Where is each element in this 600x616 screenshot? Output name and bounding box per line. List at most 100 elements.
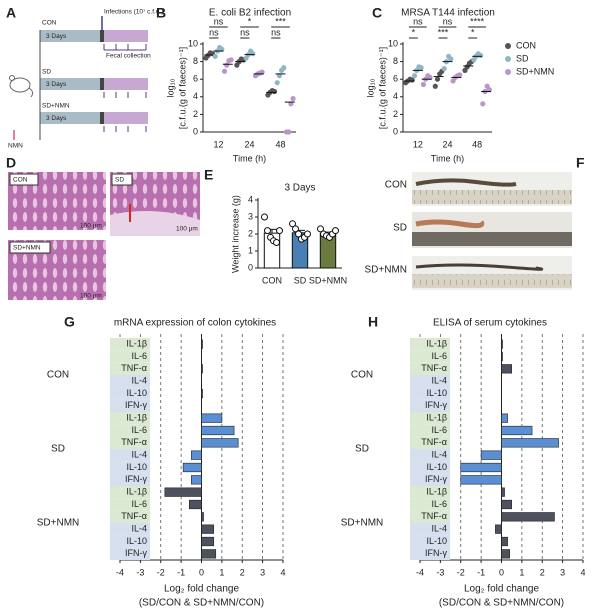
photo — [415, 178, 517, 187]
bar — [495, 524, 502, 534]
category-label: IL-10 — [126, 462, 147, 472]
label-box — [110, 424, 150, 437]
data-point — [286, 129, 292, 135]
panel-letter: E — [204, 167, 213, 183]
label-box — [410, 387, 450, 400]
label-box — [410, 449, 450, 462]
chart-title: E. coli B2 infection — [209, 8, 291, 19]
bar — [201, 388, 203, 399]
collection-ticks — [103, 126, 147, 132]
significance-label: ns — [443, 16, 453, 26]
category-label: IL-10 — [126, 388, 147, 398]
label-box — [410, 412, 450, 425]
x-tick-label: 12 — [413, 139, 423, 149]
bar — [188, 499, 202, 510]
bar — [501, 413, 508, 423]
data-point — [264, 227, 271, 235]
bar — [501, 425, 533, 436]
scale-bar: 100 μm — [80, 223, 102, 230]
group-label: SD+NMN — [341, 518, 384, 529]
category-label: IFN-γ — [125, 400, 147, 410]
label-box — [110, 547, 150, 560]
bar — [164, 487, 202, 497]
label-box — [410, 523, 450, 536]
data-point — [411, 73, 418, 79]
data-point — [441, 66, 447, 72]
label-box — [410, 350, 450, 363]
bar — [501, 499, 512, 510]
data-point — [332, 227, 339, 235]
significance-label: * — [471, 27, 475, 37]
bar — [460, 462, 502, 473]
data-point — [480, 101, 486, 107]
category-label: IL-4 — [431, 450, 447, 460]
significance-label: * — [248, 16, 252, 26]
timeline — [104, 30, 148, 42]
data-point — [228, 57, 234, 63]
category-label: IL-10 — [426, 462, 447, 472]
category-label: IL-1β — [126, 339, 147, 349]
x-axis-label: (SD/CON & SD+NMN/CON) — [439, 598, 564, 609]
photo-label: CON — [385, 180, 407, 191]
x-tick-label: -3 — [436, 567, 444, 577]
bar — [480, 450, 502, 460]
significance-label: ns — [209, 27, 219, 37]
bar — [201, 549, 217, 559]
label-box — [110, 350, 150, 363]
significance-label: *** — [275, 16, 286, 26]
data-point — [271, 88, 278, 95]
y-tick-label: 10 — [188, 38, 198, 48]
label-box — [410, 486, 450, 499]
legend-label: CON — [516, 40, 536, 50]
y-tick-label: 0 — [248, 262, 253, 272]
data-point — [212, 53, 218, 59]
y-tick-label: 6 — [193, 74, 198, 84]
x-axis-label: Time (h) — [431, 153, 464, 163]
data-point — [261, 213, 268, 221]
legend-marker — [505, 56, 511, 62]
label-box — [110, 436, 150, 449]
y-tick-label: 2 — [248, 228, 253, 238]
y-axis-label: log₁₀ — [365, 78, 375, 97]
label-box — [110, 473, 150, 486]
category-label: IFN-γ — [425, 474, 447, 484]
histology-image — [110, 211, 200, 236]
label-box — [410, 424, 450, 437]
y-tick-label: 3 — [248, 211, 253, 221]
mouse-icon — [9, 75, 34, 98]
panel-letter: F — [576, 155, 585, 171]
label-box — [410, 338, 450, 351]
category-label: IFN-γ — [125, 548, 147, 558]
label-box — [410, 436, 450, 449]
x-tick-label: SD — [294, 275, 307, 285]
x-tick-label: 4 — [580, 567, 585, 577]
x-tick-label: 0 — [499, 567, 504, 577]
photo — [415, 263, 544, 271]
x-tick-label: 2 — [240, 567, 245, 577]
bar — [501, 364, 512, 374]
panel-letter: G — [64, 314, 75, 330]
label-box — [110, 498, 150, 511]
significance-label: ns — [271, 27, 281, 37]
y-tick-label: 2 — [393, 109, 398, 119]
label-box — [110, 461, 150, 474]
category-label: IL-6 — [131, 425, 147, 435]
label-box — [110, 449, 150, 462]
x-axis-label: (SD/CON & SD+NMN/CON) — [139, 598, 264, 609]
legend-label: SD+NMN — [516, 66, 554, 76]
duration: 3 Days — [46, 81, 67, 88]
panel-letter: H — [368, 314, 378, 330]
x-tick-label: 12 — [213, 139, 223, 149]
label-box — [110, 412, 150, 425]
category-label: IL-6 — [131, 499, 147, 509]
y-axis-label: [c.f.u.(g of faeces)⁻¹] — [377, 47, 387, 129]
histology: CON SD SD+NMN 100 μm 100 μm 100 μm — [8, 172, 200, 300]
colon-photos: CON SD SD+NMN — [364, 172, 572, 290]
infection-label: Infections (10⁷ c.f.u.) — [104, 9, 163, 16]
chart-title: MRSA T144 infection — [401, 8, 495, 19]
y-tick-label: 1 — [248, 245, 253, 255]
data-point — [448, 56, 454, 62]
label-box — [111, 173, 133, 186]
x-axis-label: Log₂ fold change — [164, 584, 239, 595]
x-tick-label: 48 — [275, 139, 285, 149]
